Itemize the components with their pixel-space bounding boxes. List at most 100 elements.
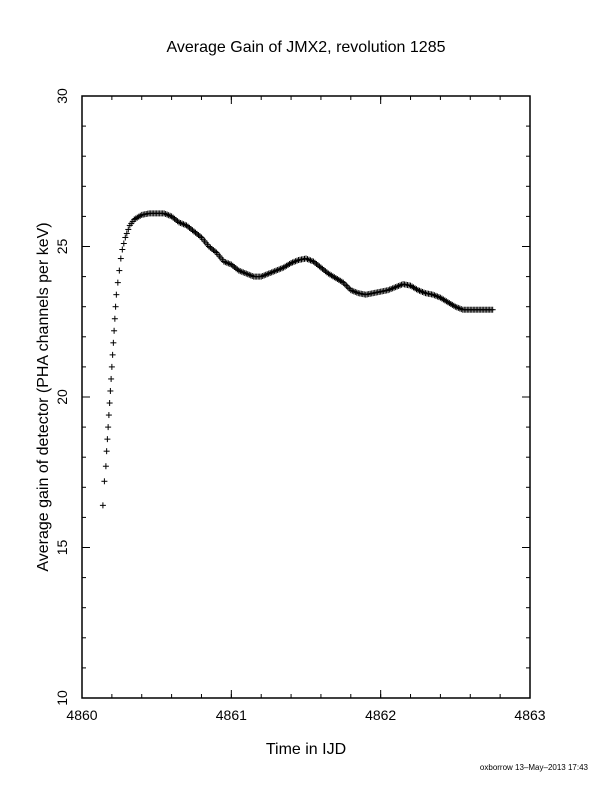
data-point [240,269,247,276]
footer-credit: oxborrow 13–May–2013 17:43 [480,763,589,772]
plot-frame [81,95,531,699]
data-point [304,256,311,263]
data-point [455,304,462,311]
data-point [386,286,393,293]
data-point [104,436,111,443]
data-point [276,266,283,273]
data-point [108,363,115,370]
data-point [259,272,266,279]
data-point [247,272,254,279]
data-point [350,288,357,295]
data-point [246,271,253,278]
data-point [249,272,256,279]
data-point [119,246,126,253]
data-point [105,424,112,431]
data-point [431,292,438,299]
data-point [394,283,401,290]
x-tick-label: 4861 [216,707,247,723]
data-point [123,230,130,237]
x-tick-label: 4860 [66,707,97,723]
data-point [114,279,121,286]
data-point [120,240,127,247]
data-point [388,285,395,292]
data-point [137,212,144,219]
data-point [111,327,118,334]
data-point [385,287,392,294]
data-point [264,271,271,278]
data-point [180,221,187,228]
data-point [103,448,110,455]
data-point [292,258,299,265]
data-markers [99,210,496,509]
chart-title: Average Gain of JMX2, revolution 1285 [167,39,446,56]
data-point [353,289,360,296]
data-point [432,292,439,299]
data-point [177,220,184,227]
data-point [111,315,118,322]
data-point [99,502,106,509]
data-point [416,287,423,294]
x-axis-label: Time in IJD [266,741,346,758]
data-point [429,291,436,298]
data-point [125,226,132,233]
data-point [122,234,129,241]
data-point [389,285,396,292]
y-tick-label: 30 [54,88,70,104]
data-point [116,267,123,274]
data-point [397,282,404,289]
data-point [288,260,295,267]
data-point [391,284,398,291]
data-point [117,255,124,262]
data-point [453,304,460,311]
data-point [262,271,269,278]
data-point [273,267,280,274]
data-point [164,211,171,218]
x-tick-label: 4862 [365,707,396,723]
plot-area: 4860 4861 4862 4863 10 15 20 25 30 [54,88,546,723]
data-point [106,400,113,407]
data-point [162,210,169,217]
data-point [225,260,232,267]
data-point [165,212,172,219]
data-point [222,259,229,266]
data-point [307,257,314,264]
data-point [235,267,242,274]
data-point [102,463,109,470]
data-point [303,255,309,262]
data-point [458,306,465,313]
y-tick-label: 10 [54,690,70,706]
data-point [415,287,421,294]
data-point [352,288,359,295]
data-point [238,268,245,275]
data-point [265,270,272,277]
y-tick-label: 20 [54,389,70,405]
data-point [258,273,265,280]
data-point [110,339,117,346]
data-point [243,270,250,277]
axis-ticks: 4860 4861 4862 4863 10 15 20 25 30 [54,88,546,723]
data-point [344,284,351,291]
data-point [267,269,274,276]
data-point [108,375,115,382]
y-tick-label: 25 [54,239,70,255]
data-point [241,269,248,276]
data-point [223,259,230,266]
data-point [161,210,168,217]
y-axis-label: Average gain of detector (PHA channels p… [35,222,52,571]
data-point [211,248,218,255]
data-point [109,351,116,358]
data-point [452,303,459,310]
data-point [392,284,399,291]
data-point [456,305,463,312]
data-point [420,289,427,296]
data-point [277,265,284,272]
data-point [220,258,227,265]
data-point [343,282,350,289]
data-point [196,233,203,240]
data-point [237,268,244,275]
data-point [270,268,277,275]
data-point [395,282,402,289]
data-point [261,272,268,279]
data-point [274,266,281,273]
